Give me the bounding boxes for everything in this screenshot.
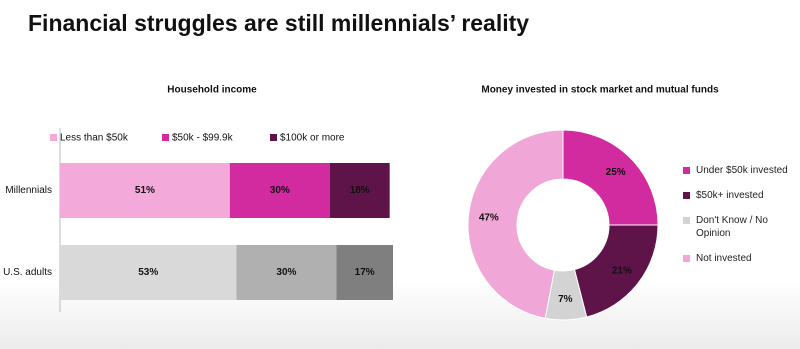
legend-swatch: [162, 134, 169, 141]
bar-segment: [60, 163, 230, 218]
legend-label: Not invested: [696, 253, 752, 264]
legend-label: $50k - $99.9k: [172, 133, 234, 144]
chart-title: Household income: [167, 85, 257, 96]
chart-title: Money invested in stock market and mutua…: [481, 85, 719, 96]
legend-swatch: [683, 167, 690, 174]
data-label: 30%: [270, 185, 290, 196]
data-label: 17%: [355, 267, 375, 278]
legend-item: $50k+ invested: [683, 189, 793, 202]
data-label: 53%: [138, 267, 158, 278]
legend-label: Less than $50k: [60, 133, 129, 144]
bar-segment: [229, 163, 330, 218]
page-title: Financial struggles are still millennial…: [28, 10, 529, 36]
data-label: 47%: [479, 213, 499, 224]
bar-segment: [336, 245, 393, 300]
legend-swatch: [270, 134, 277, 141]
legend-swatch: [683, 192, 690, 199]
data-label: 18%: [350, 185, 370, 196]
data-label: 51%: [135, 185, 155, 196]
y-tick-label: Millennials: [5, 185, 52, 196]
legend-label: Don't Know / No Opinion: [696, 215, 768, 239]
donut-slice: [573, 224, 659, 318]
data-label: 21%: [612, 265, 632, 276]
legend-label: $50k+ invested: [696, 190, 764, 201]
legend-swatch: [683, 255, 690, 262]
bar-segment: [329, 163, 390, 218]
legend-label: $100k or more: [280, 133, 345, 144]
donut-slice: [467, 129, 564, 319]
legend: Under $50k invested $50k+ invested Don't K…: [683, 164, 793, 277]
legend-swatch: [50, 134, 57, 141]
data-label: 25%: [606, 167, 626, 178]
bar-segment: [236, 245, 337, 300]
legend-item: Under $50k invested: [683, 164, 793, 177]
donut-slice: [562, 129, 659, 226]
data-label: 30%: [276, 267, 296, 278]
legend-label: Under $50k invested: [696, 165, 788, 176]
data-label: 7%: [558, 294, 573, 305]
bar-segment: [60, 245, 237, 300]
legend-item: Not invested: [683, 252, 793, 265]
legend-swatch: [683, 217, 690, 224]
y-tick-label: U.S. adults: [3, 267, 52, 278]
legend-item: Don't Know / No Opinion: [683, 214, 793, 240]
